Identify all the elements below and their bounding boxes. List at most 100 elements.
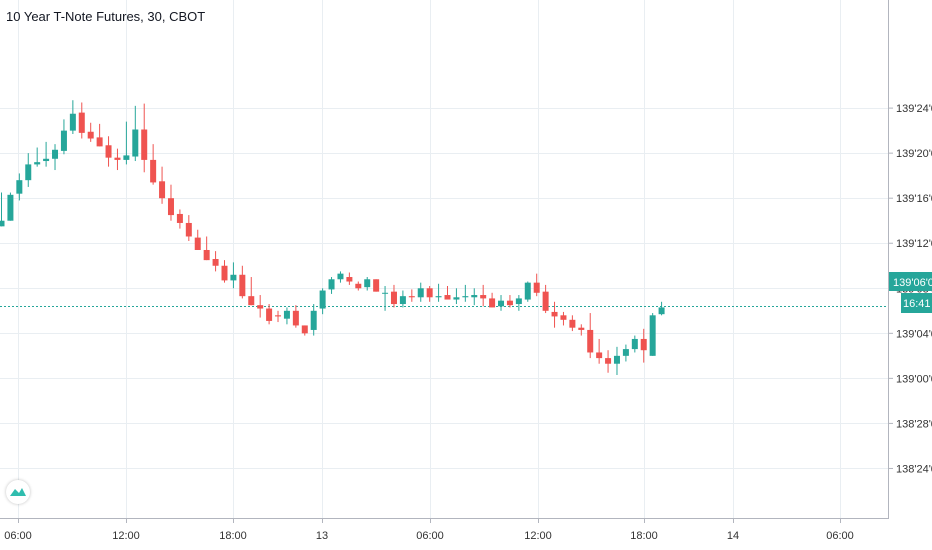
x-tick-label: 06:00 — [4, 530, 32, 542]
candle — [524, 281, 531, 302]
x-tick-label: 13 — [316, 530, 328, 542]
candle-body — [444, 295, 451, 300]
candle — [355, 281, 362, 291]
candle-body — [640, 338, 647, 351]
candle-body — [524, 282, 531, 300]
candle-body — [310, 310, 317, 330]
candle — [141, 103, 148, 173]
x-tick-label: 06:00 — [826, 530, 854, 542]
candle-body — [212, 259, 219, 266]
candle — [649, 313, 656, 356]
x-tick-label: 14 — [727, 530, 739, 542]
candle-body — [515, 298, 522, 305]
candle-body — [649, 315, 656, 356]
tradingview-logo-icon — [10, 488, 26, 496]
candle-body — [337, 273, 344, 280]
candle-body — [105, 145, 112, 158]
y-tick-label: 139'24'0 — [896, 103, 932, 115]
candle-body — [355, 283, 362, 289]
candle-body — [185, 222, 192, 237]
candle-body — [480, 295, 487, 299]
candle — [399, 290, 406, 308]
candle — [43, 141, 50, 167]
candle-body — [498, 300, 505, 307]
candle — [266, 304, 273, 325]
candle-body — [569, 319, 576, 328]
candle-body — [25, 164, 32, 181]
candle — [123, 121, 130, 165]
candle-body — [471, 295, 478, 298]
x-tick-label: 12:00 — [524, 530, 552, 542]
candle-body — [399, 296, 406, 305]
candle — [613, 346, 620, 375]
candle — [176, 209, 183, 229]
candle — [292, 305, 299, 328]
candle-body — [78, 112, 85, 133]
candle-body — [69, 113, 76, 131]
candle-body — [489, 298, 496, 308]
candle — [194, 229, 201, 250]
candle — [533, 273, 540, 297]
candle-body — [239, 274, 246, 297]
candle-body — [605, 358, 612, 364]
candle-body — [596, 352, 603, 359]
candle — [471, 288, 478, 306]
candle — [390, 284, 397, 308]
candle-body — [417, 288, 424, 298]
candle-body — [159, 181, 166, 199]
candle — [515, 295, 522, 311]
y-tick-label: 139'12'0 — [896, 238, 932, 250]
time-axis: 06:00 12:00 18:00 13 06:00 12:00 18:00 14 06:00 — [4, 518, 854, 542]
candle — [159, 166, 166, 204]
candle — [221, 260, 228, 283]
candle — [480, 284, 487, 307]
candle — [132, 105, 139, 162]
chart-grid — [0, 0, 888, 518]
candle-body — [560, 315, 567, 320]
price-axis: 139'24'0139'20'0139'16'0139'12'0139'08'0… — [888, 103, 932, 475]
candle — [337, 271, 344, 283]
candle-body — [283, 310, 290, 319]
countdown-label: 16:41 — [901, 293, 932, 313]
x-tick-label: 12:00 — [112, 530, 140, 542]
candle — [230, 262, 237, 289]
candle — [310, 304, 317, 336]
candle — [578, 324, 585, 336]
candle-body — [266, 308, 273, 321]
candle — [622, 344, 629, 362]
candle — [382, 286, 389, 311]
candle — [34, 147, 41, 167]
candle-body — [578, 327, 585, 330]
candle-body — [203, 249, 210, 261]
candle — [203, 236, 210, 261]
candle-body — [52, 149, 59, 159]
candle-body — [328, 279, 335, 290]
candle — [640, 328, 647, 363]
price-label-text: 139'06'0 — [893, 277, 932, 289]
candle-body — [319, 290, 326, 309]
candle — [506, 295, 513, 308]
candle-body — [631, 338, 638, 350]
candle — [408, 289, 415, 302]
candle-body — [551, 311, 558, 317]
candle-body — [542, 291, 549, 311]
candle-body — [373, 279, 380, 292]
y-tick-label: 138'28'0 — [896, 418, 932, 430]
tradingview-logo[interactable] — [6, 480, 30, 504]
candle — [426, 286, 433, 302]
candle-body — [34, 162, 41, 165]
candle-body — [301, 325, 308, 334]
candle — [301, 325, 308, 336]
candle — [212, 251, 219, 272]
candle-body — [16, 180, 23, 194]
candle-body — [60, 130, 67, 151]
candle — [69, 100, 76, 135]
candle-body — [141, 129, 148, 160]
candle-body — [96, 137, 103, 147]
candle-body — [123, 155, 130, 160]
candle — [596, 338, 603, 364]
candle-body — [390, 291, 397, 305]
candle — [257, 295, 264, 318]
candle-body — [462, 296, 469, 298]
